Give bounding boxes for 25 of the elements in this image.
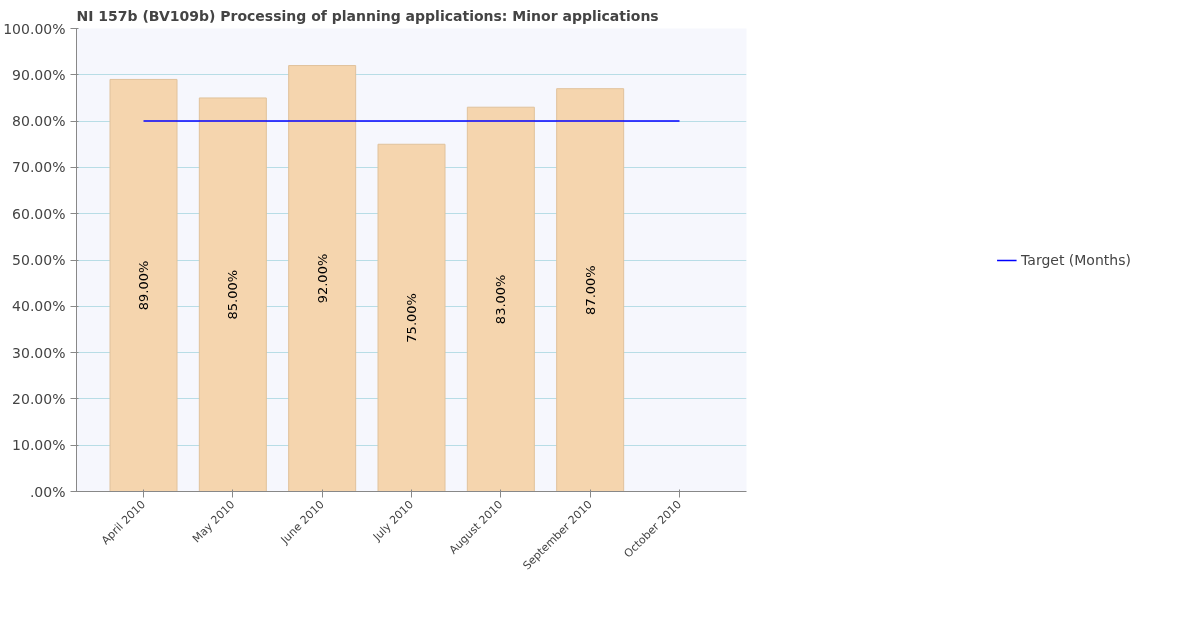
y-tick-label: 100.00% xyxy=(3,20,66,37)
bar xyxy=(466,106,535,492)
bar xyxy=(288,65,357,492)
legend-label: Target (Months) xyxy=(1021,251,1131,268)
bar xyxy=(556,88,625,492)
y-tick-label: 80.00% xyxy=(12,113,66,130)
y-tick-label: .00% xyxy=(29,483,66,500)
bar xyxy=(198,97,267,492)
y-tick-label: 50.00% xyxy=(12,252,66,268)
y-tick-label: 90.00% xyxy=(12,66,66,83)
data-label: 85.00% xyxy=(225,269,241,320)
chart-title: NI 157b (BV109b) Processing of planning applications: Minor applications xyxy=(76,7,659,24)
data-label: 89.00% xyxy=(136,260,151,311)
y-tick-label: 60.00% xyxy=(12,205,66,222)
data-label: 75.00% xyxy=(404,293,419,343)
data-label: 92.00% xyxy=(314,253,330,304)
data-label: 83.00% xyxy=(493,274,509,325)
y-tick-label: 30.00% xyxy=(12,344,66,361)
data-label: 87.00% xyxy=(582,265,598,315)
y-tick-label: 10.00% xyxy=(12,437,66,454)
bar xyxy=(377,143,446,492)
y-tick-label: 70.00% xyxy=(12,159,66,176)
bar xyxy=(109,78,178,492)
y-tick-label: 40.00% xyxy=(12,298,66,315)
y-tick-label: 20.00% xyxy=(12,390,66,407)
